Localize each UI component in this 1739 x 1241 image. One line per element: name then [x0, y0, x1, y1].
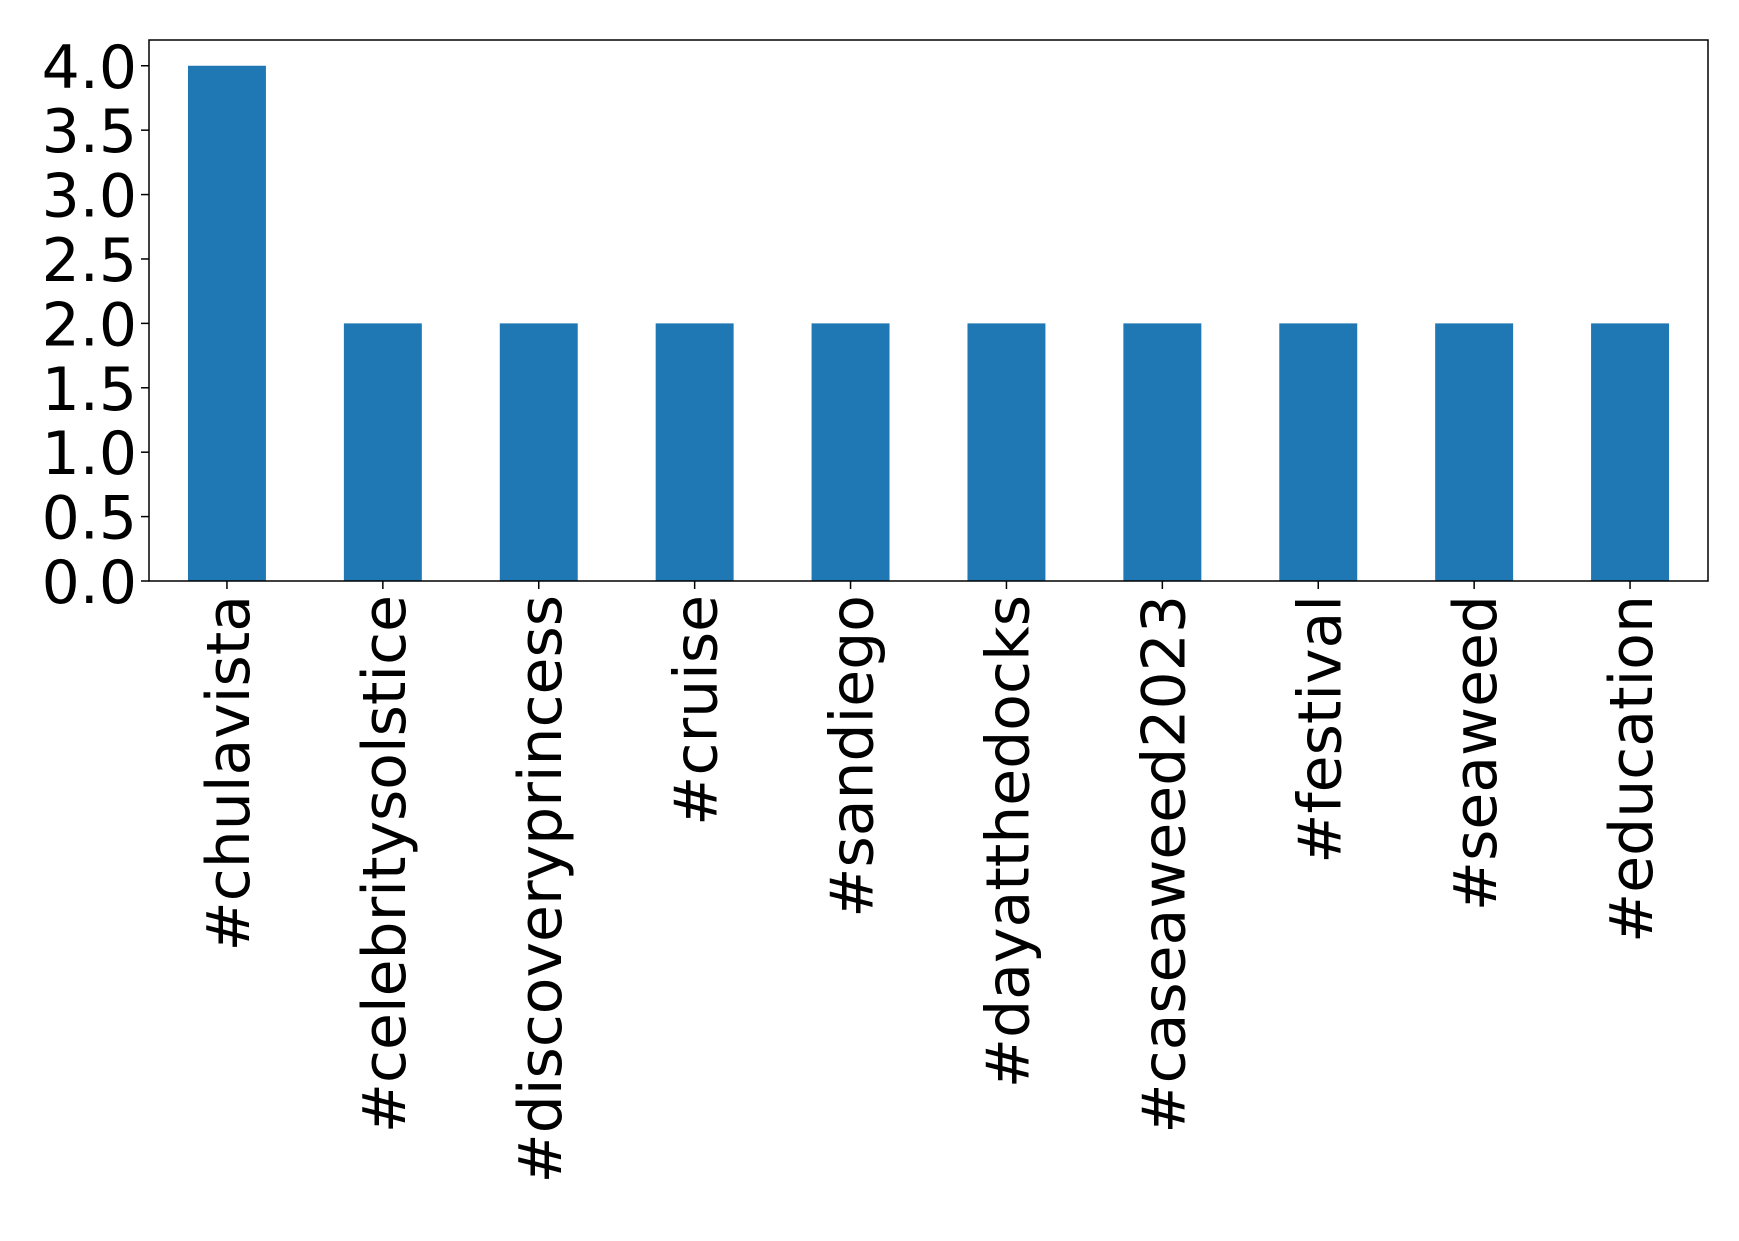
- x-tick-label: #celebritysolstice: [350, 595, 420, 1133]
- x-tick-label: #discoveryprincess: [506, 595, 576, 1183]
- x-tick-label: #caseaweed2023: [1129, 595, 1199, 1134]
- x-tick-label: #chulavista: [194, 595, 264, 951]
- y-tick-label: 0.0: [42, 548, 137, 618]
- y-tick-label: 2.0: [42, 290, 137, 360]
- y-tick-label: 3.0: [42, 162, 137, 232]
- x-tick-label: #sandiego: [818, 595, 888, 918]
- y-tick-label: 2.5: [42, 226, 137, 296]
- x-tick-label: #seaweed: [1441, 595, 1511, 911]
- bar: [343, 323, 422, 581]
- bar: [655, 323, 734, 581]
- y-tick-label: 1.5: [42, 355, 137, 425]
- x-tick-label: #education: [1597, 595, 1667, 943]
- y-tick-label: 0.5: [42, 484, 137, 554]
- y-tick-label: 3.5: [42, 97, 137, 167]
- bar: [499, 323, 578, 581]
- bar: [187, 65, 266, 581]
- x-tick-label: #festival: [1285, 595, 1355, 864]
- bar: [1123, 323, 1202, 581]
- plot-frame: [148, 39, 1709, 582]
- bar: [1279, 323, 1358, 581]
- bar: [1435, 323, 1514, 581]
- y-tick-label: 4.0: [42, 33, 137, 103]
- bar: [1591, 323, 1670, 581]
- x-tick-label: #cruise: [662, 595, 732, 826]
- bar: [811, 323, 890, 581]
- y-tick-label: 1.0: [42, 419, 137, 489]
- x-tick-label: #dayatthedocks: [973, 595, 1043, 1088]
- bar: [967, 323, 1046, 581]
